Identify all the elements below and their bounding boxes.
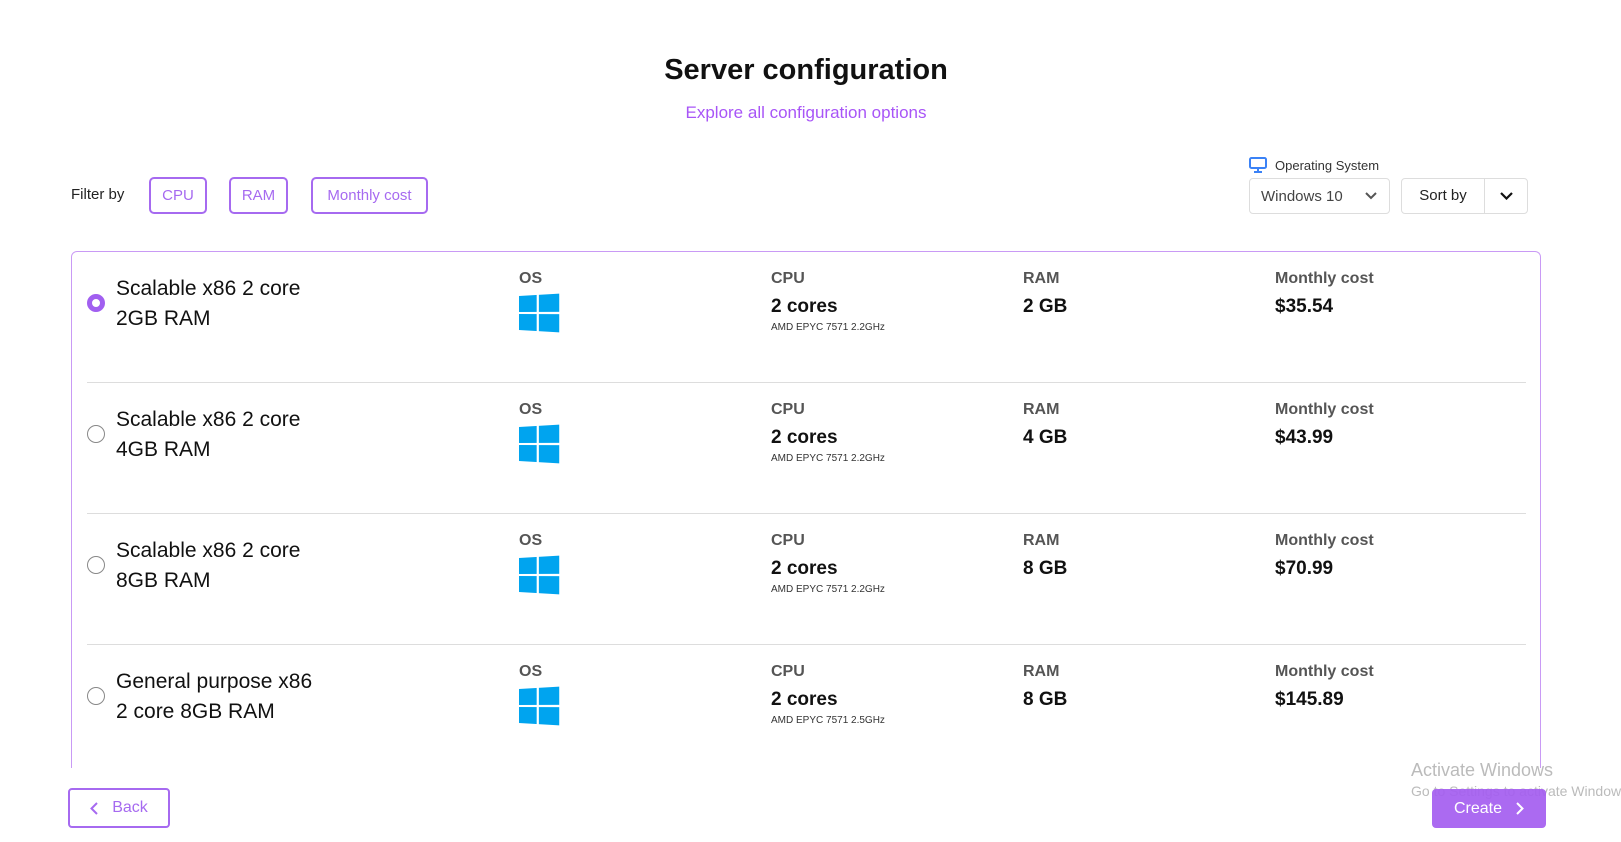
chevron-down-icon: [1365, 192, 1377, 200]
windows-icon: [519, 424, 560, 464]
cost-column-label: Monthly cost: [1275, 401, 1374, 418]
windows-icon: [519, 555, 560, 595]
server-name-line1: Scalable x86 2 core: [116, 408, 301, 431]
cpu-detail: AMD EPYC 7571 2.5GHz: [771, 715, 885, 726]
create-label: Create: [1453, 799, 1503, 817]
server-name: General purpose x86 2 core 8GB RAM: [116, 667, 376, 727]
chevron-left-icon: [90, 801, 98, 815]
server-name-line1: General purpose x86: [116, 670, 313, 693]
server-name: Scalable x86 2 core 4GB RAM: [116, 405, 376, 465]
server-row[interactable]: General purpose x86 2 core 8GB RAM OS CPU…: [72, 645, 1540, 768]
os-column-label: OS: [519, 663, 543, 680]
server-list: Scalable x86 2 core 2GB RAM OS CPU 2 core…: [71, 251, 1541, 768]
filter-monthly-cost[interactable]: Monthly cost: [311, 177, 428, 214]
back-label: Back: [112, 799, 148, 816]
sort-label: Sort by: [1402, 178, 1485, 214]
row-divider: [87, 382, 1526, 383]
ram-value: 8 GB: [1023, 689, 1068, 710]
explore-options-link[interactable]: Explore all configuration options: [685, 103, 927, 122]
monthly-cost-value: $43.99: [1275, 427, 1334, 448]
cpu-value: 2 cores: [771, 558, 838, 579]
monitor-icon: [1249, 157, 1267, 173]
sort-dropdown[interactable]: Sort by: [1401, 178, 1528, 214]
windows-icon: [519, 293, 560, 333]
cost-column-label: Monthly cost: [1275, 532, 1374, 549]
chevron-right-icon: [1516, 802, 1524, 815]
cpu-value: 2 cores: [771, 296, 838, 317]
server-name: Scalable x86 2 core 8GB RAM: [116, 536, 376, 596]
chevron-down-icon[interactable]: [1500, 192, 1513, 200]
server-name-line2: 2 core 8GB RAM: [116, 700, 275, 723]
os-column-label: OS: [519, 270, 543, 287]
monthly-cost-value: $35.54: [1275, 296, 1334, 317]
row-divider: [87, 513, 1526, 514]
ram-value: 4 GB: [1023, 427, 1068, 448]
back-button[interactable]: Back: [68, 788, 170, 828]
windows-icon: [519, 686, 560, 726]
ram-column-label: RAM: [1023, 532, 1060, 549]
cpu-column-label: CPU: [771, 532, 805, 549]
cpu-detail: AMD EPYC 7571 2.2GHz: [771, 322, 885, 333]
server-radio[interactable]: [87, 425, 105, 443]
server-name-line2: 8GB RAM: [116, 569, 211, 592]
cost-column-label: Monthly cost: [1275, 270, 1374, 287]
server-name-line2: 2GB RAM: [116, 307, 211, 330]
server-row[interactable]: Scalable x86 2 core 2GB RAM OS CPU 2 core…: [72, 252, 1540, 383]
os-dropdown-value: Windows 10: [1261, 187, 1343, 205]
server-name-line1: Scalable x86 2 core: [116, 277, 301, 300]
page-title: Server configuration: [664, 54, 948, 86]
os-column-label: OS: [519, 532, 543, 549]
ram-column-label: RAM: [1023, 270, 1060, 287]
filter-cpu[interactable]: CPU: [149, 177, 207, 214]
server-name-line2: 4GB RAM: [116, 438, 211, 461]
ram-value: 2 GB: [1023, 296, 1068, 317]
server-row[interactable]: Scalable x86 2 core 4GB RAM OS CPU 2 core…: [72, 383, 1540, 514]
activate-windows-watermark: Activate Windows: [1411, 760, 1554, 780]
server-name: Scalable x86 2 core 2GB RAM: [116, 274, 376, 334]
cpu-detail: AMD EPYC 7571 2.2GHz: [771, 584, 885, 595]
cpu-column-label: CPU: [771, 270, 805, 287]
server-radio[interactable]: [87, 687, 105, 705]
filter-label: Filter by: [71, 186, 125, 203]
server-radio[interactable]: [87, 556, 105, 574]
os-label: Operating System: [1249, 157, 1379, 173]
os-label-text: Operating System: [1275, 157, 1380, 173]
server-radio[interactable]: [87, 294, 105, 312]
filter-ram[interactable]: RAM: [229, 177, 288, 214]
ram-value: 8 GB: [1023, 558, 1068, 579]
cpu-detail: AMD EPYC 7571 2.2GHz: [771, 453, 885, 464]
os-dropdown[interactable]: Windows 10: [1249, 178, 1390, 214]
monthly-cost-value: $70.99: [1275, 558, 1334, 579]
server-row[interactable]: Scalable x86 2 core 8GB RAM OS CPU 2 core…: [72, 514, 1540, 645]
cpu-value: 2 cores: [771, 427, 838, 448]
row-divider: [87, 644, 1526, 645]
cost-column-label: Monthly cost: [1275, 663, 1374, 680]
ram-column-label: RAM: [1023, 401, 1060, 418]
cpu-value: 2 cores: [771, 689, 838, 710]
server-name-line1: Scalable x86 2 core: [116, 539, 301, 562]
ram-column-label: RAM: [1023, 663, 1060, 680]
cpu-column-label: CPU: [771, 663, 805, 680]
create-button[interactable]: Create: [1432, 789, 1546, 828]
cpu-column-label: CPU: [771, 401, 805, 418]
os-column-label: OS: [519, 401, 543, 418]
monthly-cost-value: $145.89: [1275, 689, 1344, 710]
